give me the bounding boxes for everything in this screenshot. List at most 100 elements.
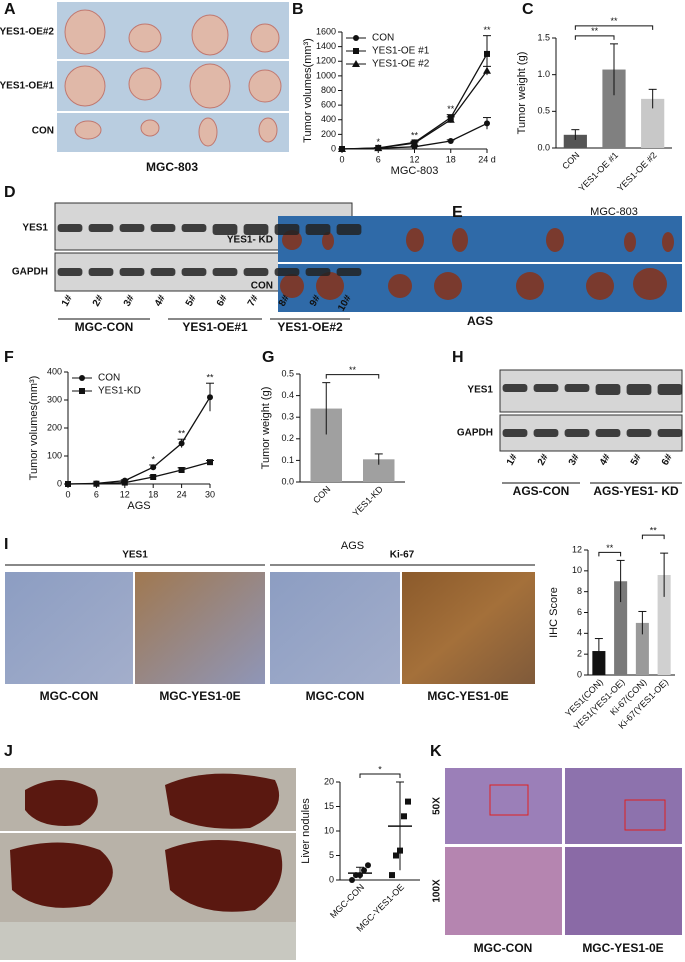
y-tick-label: 0: [57, 478, 62, 488]
legend-label: CON: [98, 373, 120, 384]
x-axis-label: AGS: [341, 540, 364, 552]
point: [446, 115, 455, 123]
x-tick-label: 24 d: [478, 154, 496, 164]
point: [207, 394, 213, 401]
band: [336, 268, 362, 276]
lane-label: 8#: [277, 293, 292, 309]
ruler: [0, 922, 296, 960]
band: [657, 384, 683, 395]
bar: [363, 459, 395, 482]
lane-label: 6#: [660, 452, 675, 468]
panel-letter: F: [4, 349, 14, 366]
group-label: YES1-OE#2: [277, 320, 343, 334]
tumors: [64, 9, 282, 147]
row-label: 50X: [432, 797, 443, 815]
y-tick-label: 8: [577, 586, 582, 596]
annotation: **: [447, 104, 455, 114]
x-tick-label: 6: [94, 489, 99, 499]
lane-label: 1#: [505, 452, 520, 468]
y-tick-label: 400: [321, 114, 336, 124]
lane-label: 1#: [60, 293, 75, 309]
y-tick-label: 12: [572, 544, 582, 554]
point: [121, 479, 128, 486]
y-axis-label: Tumor weight (g): [260, 387, 272, 470]
point: [207, 459, 213, 466]
lane-label: 7#: [246, 293, 261, 309]
band: [533, 384, 559, 392]
y-tick-label: 1600: [316, 26, 336, 36]
x-tick-label: YES1-KD: [351, 484, 386, 519]
caption: MGC-YES1-0E: [427, 689, 508, 703]
bracket: [641, 534, 665, 540]
panel-letter: J: [4, 743, 13, 760]
point: [93, 480, 100, 487]
annotation: **: [178, 429, 186, 439]
lane-label: 6#: [215, 293, 230, 309]
point: [410, 139, 419, 147]
point: [393, 852, 399, 859]
band-label: YES1: [22, 223, 48, 234]
row-label: 100X: [432, 879, 443, 903]
y-tick-label: 10: [572, 565, 582, 575]
bar: [614, 581, 628, 675]
x-tick-label: CON: [311, 484, 332, 505]
point: [405, 798, 411, 805]
point: [352, 60, 360, 67]
panel-letter: G: [262, 349, 274, 366]
x-tick-label: CON: [560, 150, 581, 171]
y-tick-label: 1400: [316, 41, 336, 51]
y-axis-label: Tumor volumes(mm³): [28, 376, 40, 481]
bracket: [574, 35, 615, 40]
panel-letter: C: [522, 1, 534, 18]
lane-label: 2#: [536, 452, 551, 468]
bar: [602, 69, 626, 148]
y-tick-label: 0.5: [281, 368, 294, 378]
x-tick-label: 30: [205, 489, 215, 499]
point: [484, 120, 490, 127]
legend-label: CON: [372, 33, 394, 44]
y-tick-label: 800: [321, 85, 336, 95]
point: [484, 50, 490, 57]
point: [365, 862, 371, 869]
band: [243, 268, 269, 276]
caption: MGC-YES1-0E: [159, 689, 240, 703]
y-tick-label: 2: [577, 649, 582, 659]
lane-label: 4#: [153, 293, 168, 309]
panel-letter: A: [4, 1, 16, 18]
band: [502, 429, 528, 437]
bar: [635, 622, 649, 675]
y-tick-label: 20: [324, 776, 334, 786]
x-tick-label: 18: [148, 489, 158, 499]
lane-label: 3#: [567, 452, 582, 468]
caption: AGS: [467, 314, 493, 328]
annotation: **: [411, 131, 419, 141]
caption: MGC-CON: [306, 689, 365, 703]
point: [374, 144, 383, 152]
band: [336, 224, 362, 235]
band: [119, 224, 145, 232]
marker-label: YES1: [122, 550, 148, 561]
he-image: [445, 847, 562, 935]
x-tick-label: 0: [339, 154, 344, 164]
he-image: [445, 768, 562, 844]
x-tick-label: MGC-CON: [328, 882, 366, 920]
y-tick-label: 400: [47, 366, 62, 376]
panel-letter: B: [292, 1, 304, 18]
point: [361, 867, 367, 874]
x-axis-label: MGC-803: [391, 165, 439, 177]
band-label: GAPDH: [12, 267, 48, 278]
ihc-image: [402, 572, 535, 684]
significance: **: [349, 365, 357, 375]
x-tick-label: 24: [177, 489, 187, 499]
annotation: *: [151, 454, 155, 464]
lane-label: 2#: [91, 293, 106, 309]
band: [595, 384, 621, 395]
lane-label: 5#: [184, 293, 199, 309]
band: [243, 224, 269, 235]
y-tick-label: 1.5: [537, 32, 550, 42]
band: [88, 268, 114, 276]
x-tick-label: 12: [409, 154, 419, 164]
row-label: CON: [32, 126, 54, 137]
he-image: [565, 847, 682, 935]
